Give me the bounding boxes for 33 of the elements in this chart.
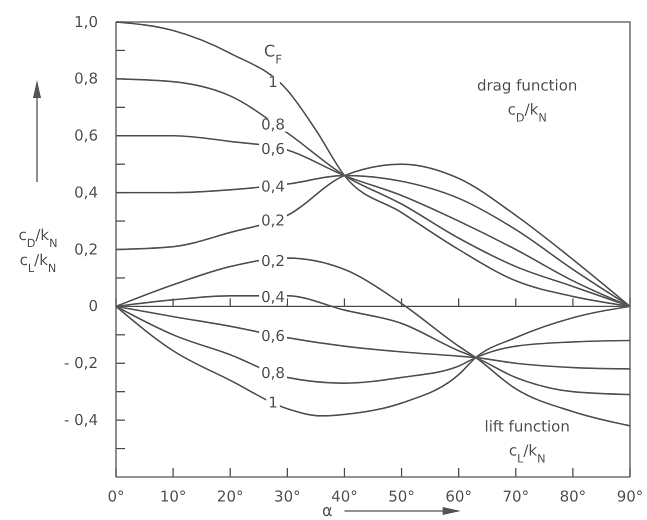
y-tick-label: 0 — [88, 297, 98, 316]
series-label: 0,2 — [261, 212, 285, 230]
y-tick-label: 1,0 — [74, 12, 98, 31]
x-tick-label: 10° — [160, 488, 186, 506]
y-tick-label: 0,8 — [74, 70, 98, 88]
x-tick-label: 20° — [216, 488, 244, 506]
y-tick-label: - 0,2 — [64, 354, 98, 372]
x-tick-label: 30° — [274, 488, 301, 506]
series-label: 0,8 — [261, 364, 285, 382]
series-label: 0,2 — [261, 252, 285, 270]
y-tick-label: - 0,4 — [64, 410, 98, 429]
series-label: 0,4 — [261, 288, 285, 306]
series-label: 0,8 — [261, 116, 285, 134]
y-tick-label: 0,2 — [74, 240, 98, 258]
y-tick-label: 0,6 — [74, 126, 98, 145]
annotation: lift function c$_{L}$/k$_{N}$ — [484, 418, 570, 465]
series-label: 0,6 — [261, 140, 285, 158]
text: c$_{D}$/k$_{N}$ c$_{L}$/k$_{N}$ — [18, 226, 58, 274]
x-tick-label: 70° — [502, 488, 530, 506]
series-label: 1 — [268, 394, 278, 412]
x-tick-label: 40° — [331, 488, 358, 506]
series-label: 1 — [268, 73, 278, 92]
x-tick-label: 60° — [445, 488, 472, 506]
annotation: drag function c$_{D}$/k$_{N}$ — [476, 76, 578, 124]
y-tick-label: 0,4 — [74, 183, 98, 202]
x-tick-label: 50° — [388, 488, 415, 506]
x-axis-title: α — [322, 501, 333, 520]
series-label: 0,6 — [261, 326, 285, 345]
series-label: 0,4 — [261, 178, 285, 196]
x-tick-label: 80° — [560, 488, 586, 506]
legend-title: C$_{F}$ — [264, 41, 282, 66]
x-tick-label: 0° — [107, 488, 125, 506]
x-tick-label: 90° — [616, 488, 644, 506]
